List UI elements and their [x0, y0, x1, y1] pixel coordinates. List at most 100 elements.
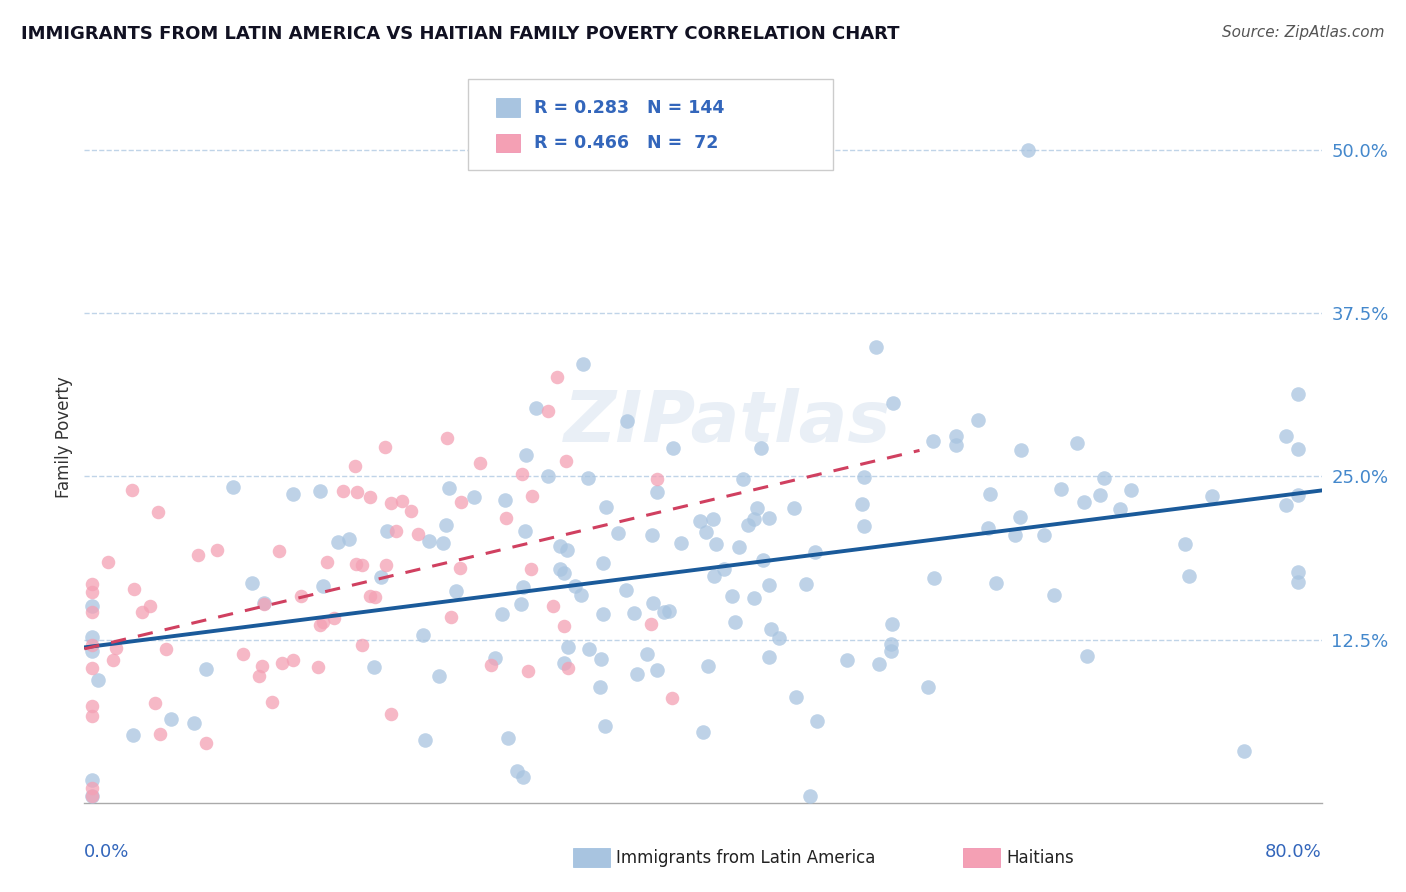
- Point: [82, 577, 104, 591]
- Point: [1049, 482, 1071, 496]
- Point: [344, 459, 367, 474]
- Point: [82, 780, 104, 795]
- Point: [359, 490, 381, 504]
- Point: [1108, 502, 1130, 516]
- Point: [312, 615, 335, 629]
- Point: [498, 731, 520, 745]
- Point: [512, 770, 534, 784]
- Point: [595, 718, 617, 732]
- Point: [882, 395, 904, 409]
- Point: [494, 493, 516, 508]
- Point: [250, 658, 273, 673]
- Point: [160, 713, 183, 727]
- Point: [917, 680, 939, 694]
- Text: R = 0.466   N =  72: R = 0.466 N = 72: [534, 134, 718, 152]
- Text: 0.0%: 0.0%: [84, 843, 129, 861]
- Point: [595, 500, 617, 514]
- Point: [87, 673, 110, 687]
- Point: [607, 525, 630, 540]
- Point: [692, 725, 714, 739]
- Point: [1017, 143, 1039, 157]
- Point: [768, 631, 790, 645]
- Point: [1286, 565, 1309, 579]
- Point: [363, 660, 385, 674]
- Point: [1286, 386, 1309, 401]
- Point: [283, 652, 305, 666]
- Point: [520, 489, 543, 503]
- Point: [155, 642, 177, 657]
- Point: [945, 438, 967, 452]
- Point: [645, 484, 668, 499]
- Point: [661, 691, 683, 706]
- Point: [101, 653, 124, 667]
- Point: [865, 340, 887, 354]
- Point: [537, 404, 560, 418]
- Point: [695, 525, 717, 540]
- Point: [851, 497, 873, 511]
- Point: [731, 472, 754, 486]
- Point: [515, 448, 537, 462]
- Point: [742, 512, 765, 526]
- Point: [252, 597, 274, 611]
- Point: [713, 562, 735, 576]
- Point: [271, 656, 294, 670]
- Point: [641, 596, 664, 610]
- Point: [645, 663, 668, 677]
- Point: [513, 524, 536, 538]
- Point: [546, 369, 568, 384]
- Point: [728, 540, 751, 554]
- Point: [564, 579, 586, 593]
- Point: [232, 647, 254, 661]
- Bar: [496, 98, 520, 117]
- Point: [785, 690, 807, 704]
- Point: [432, 536, 454, 550]
- Point: [853, 518, 876, 533]
- Point: [463, 490, 485, 504]
- Point: [1178, 569, 1201, 583]
- Point: [1121, 483, 1143, 497]
- Point: [704, 537, 727, 551]
- Point: [267, 543, 290, 558]
- Point: [205, 543, 228, 558]
- Point: [337, 532, 360, 546]
- Bar: [574, 848, 610, 867]
- Point: [569, 588, 592, 602]
- Point: [553, 566, 575, 580]
- Point: [481, 658, 503, 673]
- Point: [350, 639, 373, 653]
- Point: [984, 576, 1007, 591]
- Point: [592, 556, 614, 570]
- Point: [311, 579, 333, 593]
- Point: [758, 649, 780, 664]
- Point: [262, 695, 284, 709]
- Point: [450, 494, 472, 508]
- Point: [240, 575, 263, 590]
- Point: [737, 518, 759, 533]
- Point: [799, 789, 821, 804]
- Point: [370, 570, 392, 584]
- Point: [557, 640, 579, 655]
- Point: [783, 500, 806, 515]
- Point: [439, 481, 461, 495]
- Point: [359, 589, 381, 603]
- Point: [323, 611, 346, 625]
- Point: [82, 709, 104, 723]
- Point: [124, 582, 146, 597]
- Point: [548, 540, 571, 554]
- Point: [309, 484, 332, 499]
- Point: [636, 647, 658, 661]
- Point: [572, 357, 595, 371]
- Text: IMMIGRANTS FROM LATIN AMERICA VS HAITIAN FAMILY POVERTY CORRELATION CHART: IMMIGRANTS FROM LATIN AMERICA VS HAITIAN…: [21, 25, 900, 43]
- Point: [1073, 495, 1095, 509]
- Point: [1233, 743, 1256, 757]
- Point: [506, 764, 529, 778]
- Point: [510, 467, 533, 481]
- Point: [945, 429, 967, 443]
- Point: [316, 555, 339, 569]
- Point: [412, 627, 434, 641]
- Point: [1043, 588, 1066, 602]
- Point: [806, 714, 828, 728]
- Point: [835, 653, 858, 667]
- Point: [745, 501, 768, 516]
- Point: [380, 706, 402, 721]
